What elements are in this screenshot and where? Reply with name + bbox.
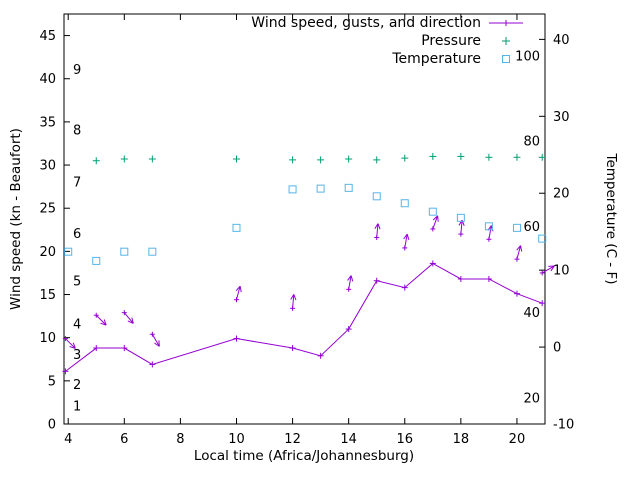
svg-text:0: 0 [48, 418, 56, 433]
svg-text:4: 4 [64, 432, 72, 447]
svg-text:0: 0 [553, 341, 561, 356]
svg-text:5: 5 [48, 374, 56, 389]
legend-item-temperature: Temperature [251, 50, 524, 68]
svg-text:8: 8 [73, 124, 81, 139]
svg-text:20: 20 [523, 392, 540, 407]
svg-text:14: 14 [340, 432, 357, 447]
svg-text:80: 80 [523, 135, 540, 150]
wind-line-marker [489, 20, 523, 26]
svg-text:16: 16 [396, 432, 413, 447]
legend-item-wind: Wind speed, gusts, and direction [251, 14, 524, 32]
svg-text:9: 9 [73, 63, 81, 78]
svg-text:-10: -10 [553, 418, 574, 433]
legend-label-pressure: Pressure [421, 33, 481, 49]
svg-text:35: 35 [39, 115, 56, 130]
svg-text:40: 40 [523, 306, 540, 321]
svg-text:25: 25 [39, 202, 56, 217]
svg-text:1: 1 [73, 400, 81, 415]
temperature-square-marker [502, 55, 510, 63]
svg-text:5: 5 [73, 275, 81, 290]
svg-text:8: 8 [176, 432, 184, 447]
svg-text:6: 6 [73, 227, 81, 242]
svg-text:10: 10 [39, 331, 56, 346]
svg-text:4: 4 [73, 318, 81, 333]
legend-label-temperature: Temperature [392, 51, 481, 67]
x-axis-title: Local time (Africa/Johannesburg) [193, 448, 415, 464]
svg-text:6: 6 [120, 432, 128, 447]
legend: Wind speed, gusts, and direction Pressur… [251, 14, 524, 68]
svg-text:40: 40 [553, 33, 570, 48]
svg-text:20: 20 [553, 187, 570, 202]
svg-text:10: 10 [553, 264, 570, 279]
svg-text:20: 20 [509, 432, 526, 447]
svg-text:100: 100 [515, 49, 540, 64]
legend-item-pressure: Pressure [251, 32, 524, 50]
svg-text:10: 10 [228, 432, 245, 447]
svg-text:45: 45 [39, 29, 56, 44]
y-right-axis-title: Temperature (C - F) [603, 153, 619, 285]
svg-text:30: 30 [553, 110, 570, 125]
pressure-plus-marker [502, 37, 510, 45]
y-left-axis-title: Wind speed (kn - Beaufort) [8, 128, 24, 310]
svg-text:18: 18 [453, 432, 470, 447]
svg-text:7: 7 [73, 175, 81, 190]
legend-label-wind: Wind speed, gusts, and direction [251, 15, 481, 31]
svg-text:60: 60 [523, 220, 540, 235]
svg-text:2: 2 [73, 378, 81, 393]
svg-text:15: 15 [39, 288, 56, 303]
svg-text:30: 30 [39, 159, 56, 174]
svg-text:3: 3 [73, 348, 81, 363]
svg-text:40: 40 [39, 72, 56, 87]
svg-text:20: 20 [39, 245, 56, 260]
svg-text:12: 12 [284, 432, 301, 447]
